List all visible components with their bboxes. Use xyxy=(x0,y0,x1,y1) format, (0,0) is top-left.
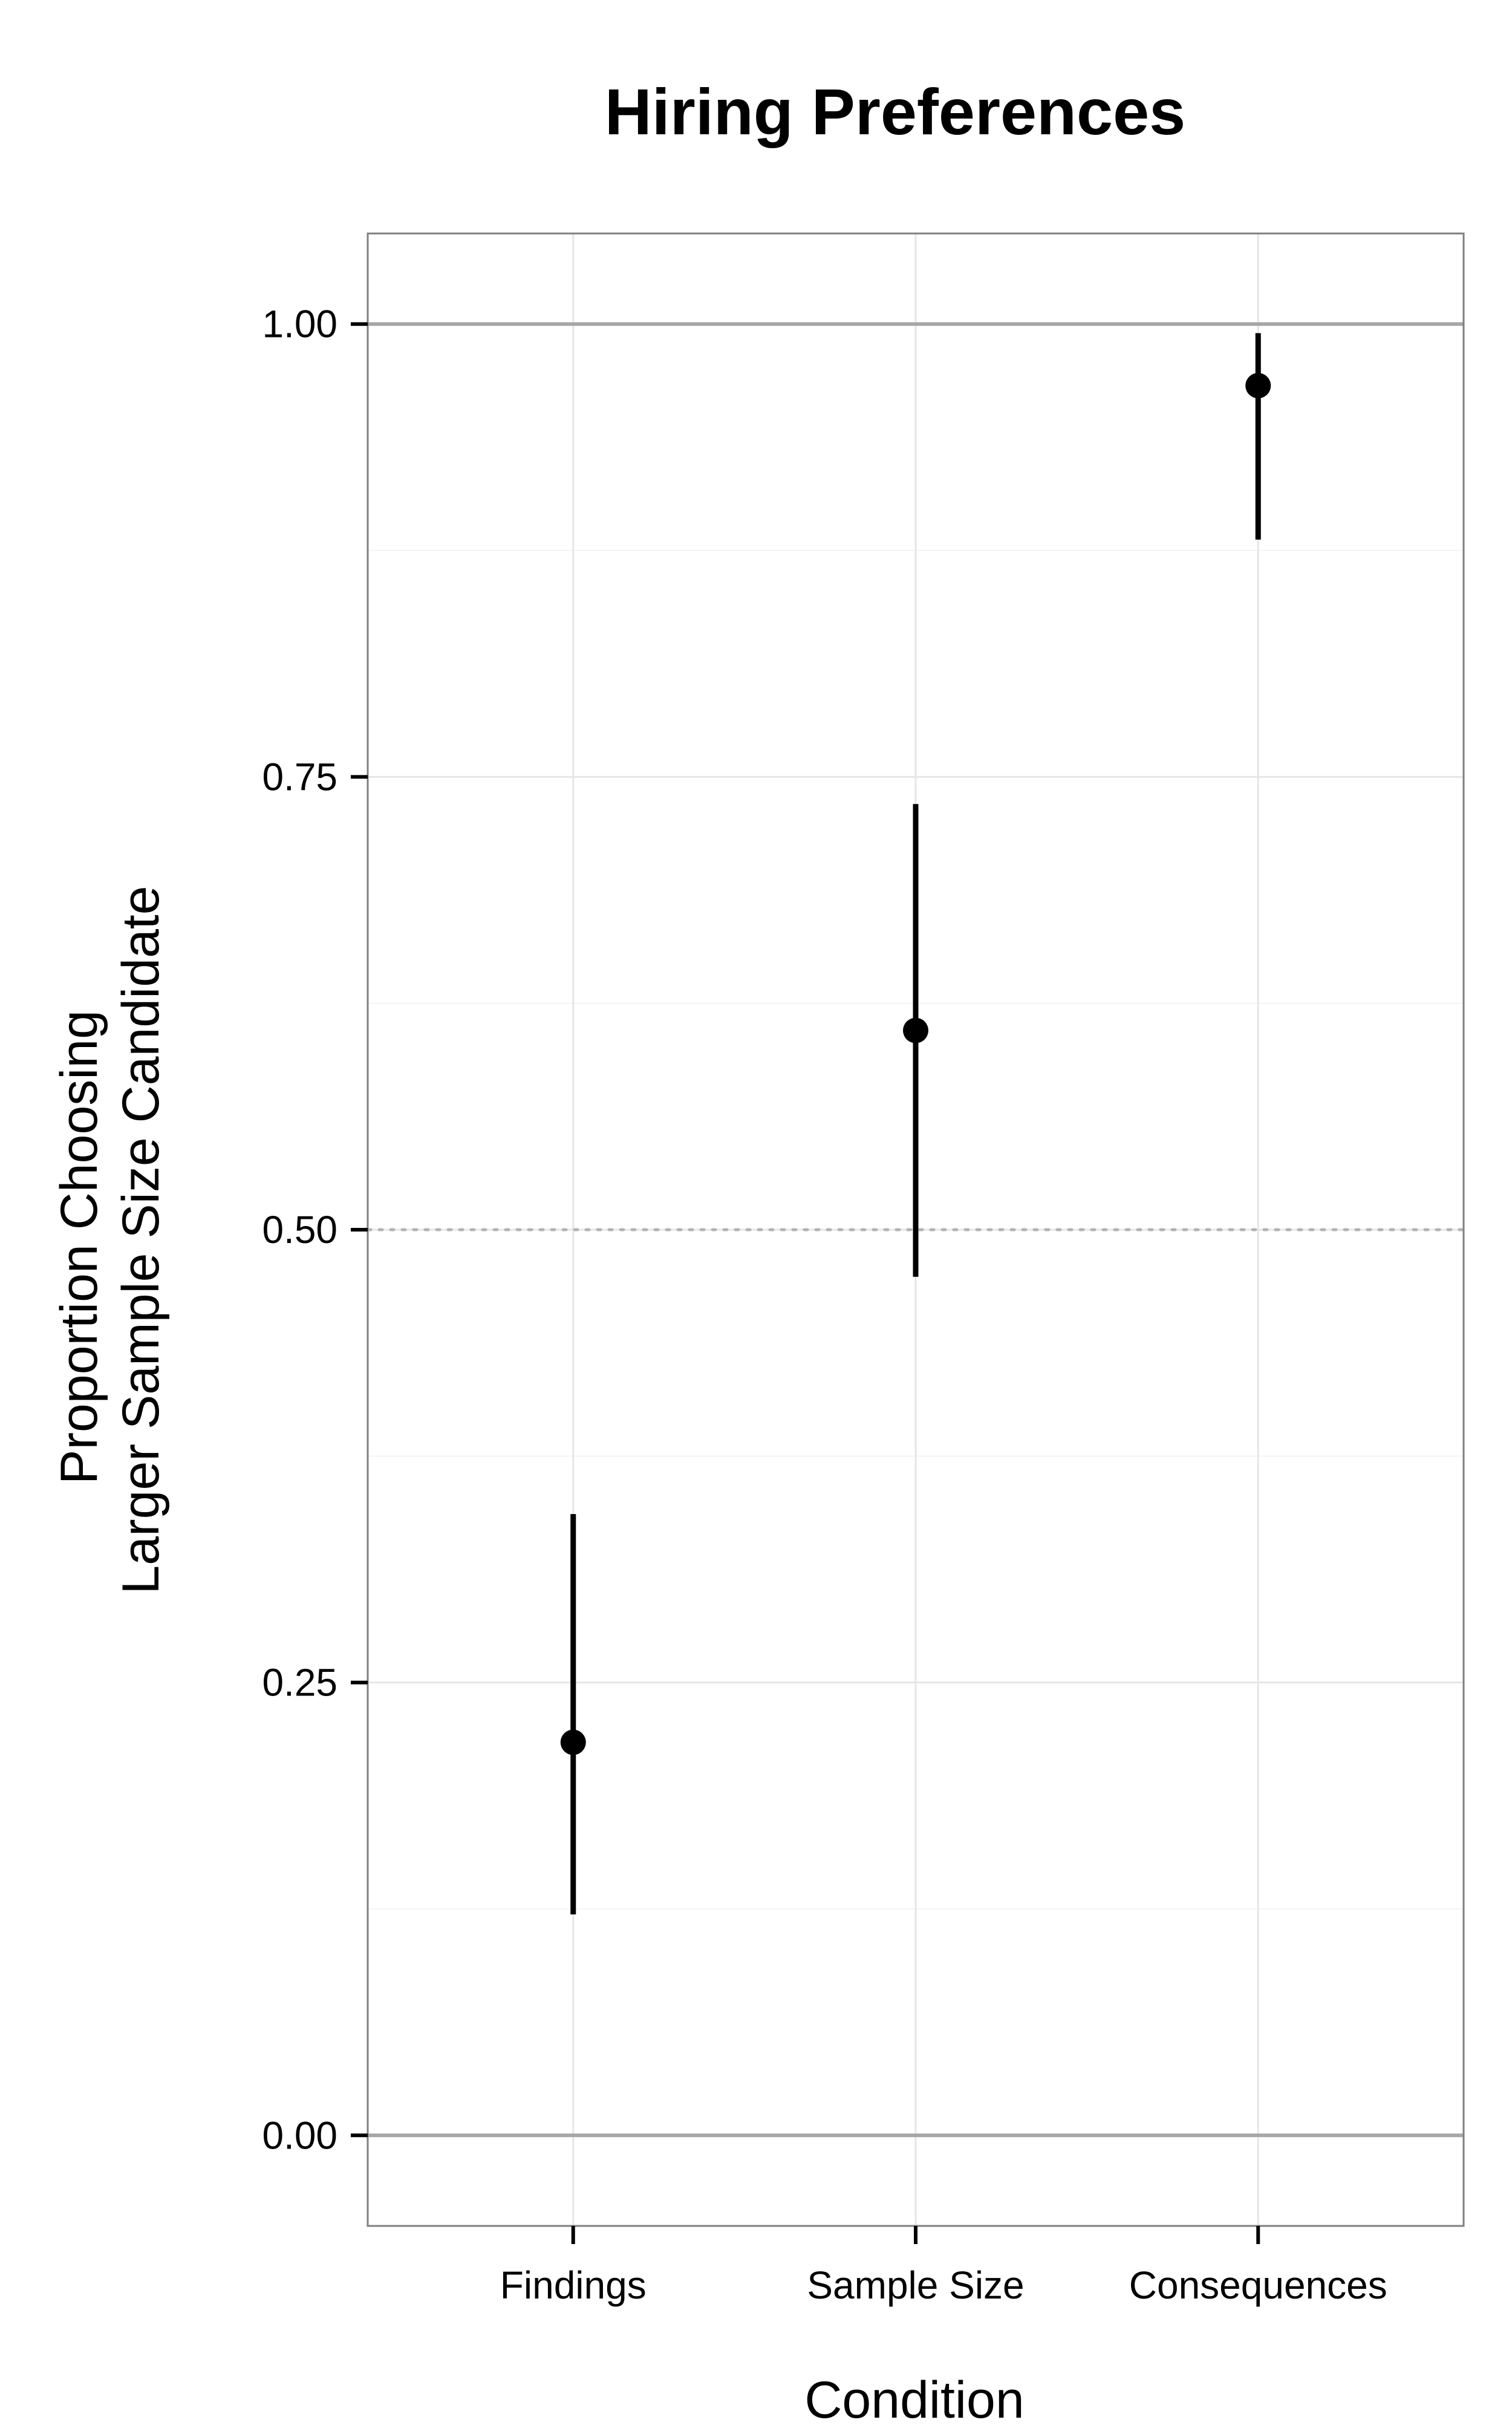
data-marks xyxy=(560,333,1271,1914)
y-axis-title-line-2: Larger Sample Size Candidate xyxy=(112,886,170,1594)
data-point xyxy=(1245,373,1271,399)
y-tick-label: 1.00 xyxy=(262,302,337,346)
y-axis-title-line-1: Proportion Choosing xyxy=(50,1010,108,1484)
y-tick-label: 0.25 xyxy=(262,1661,337,1705)
x-tick-label: Consequences xyxy=(1129,2263,1387,2307)
y-axis-title: Proportion Choosing Larger Sample Size C… xyxy=(50,886,170,1594)
data-point xyxy=(560,1729,586,1755)
data-point xyxy=(903,1017,928,1043)
y-axis: 0.00 0.25 0.50 0.75 1.00 xyxy=(262,302,368,2157)
chart-title: Hiring Preferences xyxy=(605,75,1185,148)
x-tick-label: Findings xyxy=(500,2263,647,2307)
x-axis-title: Condition xyxy=(804,2371,1024,2429)
y-tick-label: 0.75 xyxy=(262,755,337,798)
x-tick-label: Sample Size xyxy=(807,2263,1024,2307)
reference-lines xyxy=(366,322,1465,2138)
y-tick-label: 0.50 xyxy=(262,1208,337,1251)
x-axis: Findings Sample Size Consequences xyxy=(500,2226,1387,2307)
y-tick-label: 0.00 xyxy=(262,2113,337,2157)
